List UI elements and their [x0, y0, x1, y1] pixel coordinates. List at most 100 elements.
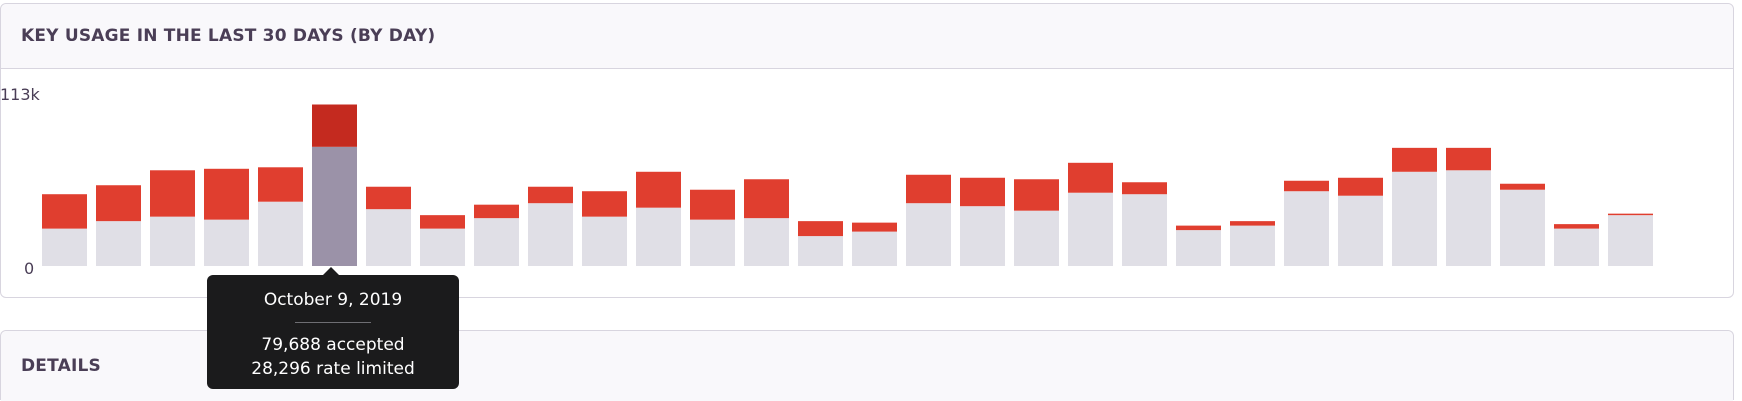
bar-rate-limited[interactable] [420, 215, 465, 229]
bar-rate-limited[interactable] [1608, 213, 1653, 216]
bar-accepted[interactable] [1500, 189, 1545, 266]
bar-accepted[interactable] [1284, 191, 1329, 266]
bar-rate-limited[interactable] [1068, 162, 1113, 193]
bar-group[interactable] [1608, 213, 1653, 266]
bar-rate-limited[interactable] [798, 221, 843, 237]
bar-group[interactable] [1338, 177, 1383, 266]
bar-rate-limited[interactable] [258, 167, 303, 202]
bar-rate-limited[interactable] [852, 222, 897, 232]
bar-accepted[interactable] [1608, 215, 1653, 266]
bar-group[interactable] [1500, 183, 1545, 266]
bar-accepted[interactable] [312, 146, 357, 266]
bar-rate-limited[interactable] [1446, 147, 1491, 171]
bar-group[interactable] [420, 215, 465, 266]
bar-accepted[interactable] [906, 203, 951, 266]
key-usage-title: KEY USAGE IN THE LAST 30 DAYS (BY DAY) [21, 26, 436, 46]
bar-rate-limited[interactable] [312, 104, 357, 147]
bar-rate-limited[interactable] [1392, 147, 1437, 172]
bar-group[interactable] [150, 170, 195, 266]
bar-group[interactable] [744, 179, 789, 266]
bar-accepted[interactable] [1122, 194, 1167, 266]
bar-rate-limited[interactable] [474, 204, 519, 219]
bar-accepted[interactable] [744, 218, 789, 266]
bar-rate-limited[interactable] [636, 171, 681, 208]
bar-rate-limited[interactable] [150, 170, 195, 217]
bar-accepted[interactable] [1446, 170, 1491, 266]
bar-group[interactable] [1176, 225, 1221, 266]
bar-accepted[interactable] [1176, 230, 1221, 266]
bar-group[interactable] [690, 189, 735, 266]
bar-rate-limited[interactable] [528, 186, 573, 204]
bar-group[interactable] [1392, 147, 1437, 266]
bar-group[interactable] [1014, 179, 1059, 266]
bar-rate-limited[interactable] [1014, 179, 1059, 211]
bar-group[interactable] [1122, 182, 1167, 266]
bar-rate-limited[interactable] [1338, 177, 1383, 196]
bar-group[interactable] [960, 177, 1005, 266]
bar-accepted[interactable] [150, 216, 195, 266]
bar-accepted[interactable] [1392, 171, 1437, 266]
bar-group[interactable] [852, 222, 897, 266]
bar-accepted[interactable] [690, 219, 735, 266]
bar-accepted[interactable] [1068, 192, 1113, 266]
bar-accepted[interactable] [798, 236, 843, 266]
bar-accepted[interactable] [258, 201, 303, 266]
usage-bar-chart: 113k 0 [0, 85, 1653, 278]
bar-group[interactable] [798, 221, 843, 266]
y-tick-label-max: 113k [0, 85, 41, 104]
bar-accepted[interactable] [1014, 210, 1059, 266]
bar-group[interactable] [1446, 147, 1491, 266]
tooltip-date: October 9, 2019 [263, 290, 403, 310]
bar-group[interactable] [204, 168, 249, 266]
bar-group[interactable] [366, 186, 411, 266]
bar-group[interactable] [582, 191, 627, 266]
bar-rate-limited[interactable] [960, 177, 1005, 207]
bar-accepted[interactable] [204, 219, 249, 266]
bar-rate-limited[interactable] [690, 189, 735, 220]
bar-group[interactable] [1284, 180, 1329, 266]
bar-accepted[interactable] [1554, 228, 1599, 266]
bar-rate-limited[interactable] [1122, 182, 1167, 195]
bar-group[interactable] [906, 174, 951, 266]
bar-accepted[interactable] [366, 209, 411, 266]
bar-rate-limited[interactable] [1500, 183, 1545, 190]
bar-rate-limited[interactable] [204, 168, 249, 220]
bar-accepted[interactable] [1338, 195, 1383, 266]
bar-group[interactable] [1554, 224, 1599, 266]
bar-rate-limited[interactable] [744, 179, 789, 219]
bar-group[interactable] [1230, 221, 1275, 266]
bar-group[interactable] [474, 204, 519, 266]
bar-rate-limited[interactable] [582, 191, 627, 217]
bar-accepted[interactable] [474, 218, 519, 266]
bar-group[interactable] [42, 194, 87, 266]
bar-group[interactable] [1068, 162, 1113, 266]
bar-accepted[interactable] [96, 221, 141, 266]
bar-accepted[interactable] [1230, 225, 1275, 266]
bar-rate-limited[interactable] [1230, 221, 1275, 226]
bar-accepted[interactable] [636, 207, 681, 266]
tooltip-accepted: 79,688 accepted [261, 335, 405, 355]
bar-rate-limited[interactable] [1284, 180, 1329, 192]
bar-accepted[interactable] [420, 228, 465, 266]
bar-group[interactable] [312, 104, 357, 266]
bar-group[interactable] [96, 185, 141, 266]
bar-group[interactable] [636, 171, 681, 266]
bar-accepted[interactable] [852, 231, 897, 266]
bar-rate-limited[interactable] [366, 186, 411, 210]
bar-group[interactable] [528, 186, 573, 266]
bar-rate-limited[interactable] [1554, 224, 1599, 229]
bar-rate-limited[interactable] [96, 185, 141, 222]
bar-accepted[interactable] [528, 203, 573, 266]
tooltip-rate-limited: 28,296 rate limited [251, 359, 415, 379]
bar-accepted[interactable] [582, 216, 627, 266]
bar-rate-limited[interactable] [42, 194, 87, 229]
bar-rate-limited[interactable] [906, 174, 951, 204]
bar-group[interactable] [258, 167, 303, 266]
bar-accepted[interactable] [960, 206, 1005, 266]
details-title: DETAILS [21, 356, 101, 376]
tooltip-arrow [322, 267, 340, 276]
y-tick-label-zero: 0 [24, 259, 34, 278]
tooltip-divider [295, 322, 371, 323]
bar-accepted[interactable] [42, 228, 87, 266]
bar-rate-limited[interactable] [1176, 225, 1221, 231]
